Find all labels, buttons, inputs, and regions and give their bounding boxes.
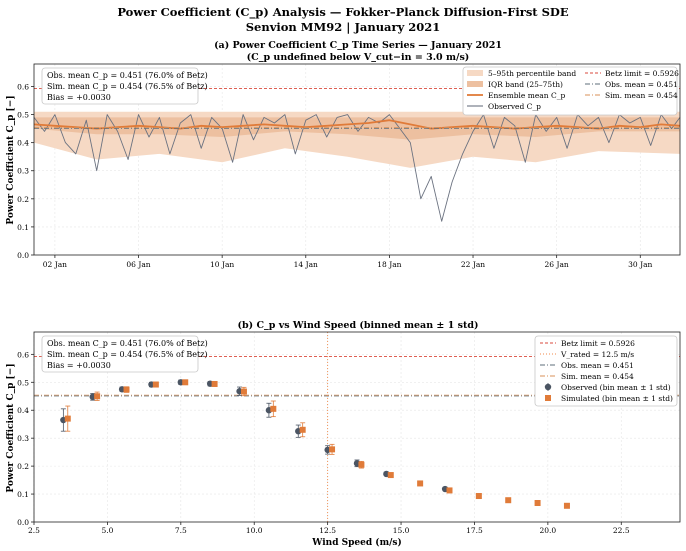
panel-a-ylabel: Power Coefficient C_p [−] xyxy=(6,95,16,224)
panel-a-legend: 5–95th percentile band IQR band (25–75th… xyxy=(462,66,679,116)
simulated-point xyxy=(505,497,512,504)
panel-b-stats-line2: Sim. mean C_p = 0.454 (76.5% of Betz) xyxy=(47,350,208,359)
panel-a-frame xyxy=(33,63,681,256)
legend-b-label-observed: Observed (bin mean ± 1 std) xyxy=(561,383,671,392)
panel-b-ytick-label: 0.0 xyxy=(17,518,29,527)
panel-a-ytick-label: 0.0 xyxy=(17,251,29,260)
legend-b-label-obs-mean: Obs. mean = 0.451 xyxy=(561,361,634,370)
simulated-point xyxy=(329,446,336,453)
panel-a: 0.0 0.1 0.2 0.3 0.4 0.5 0.6 02 Jan 06 Jan 10 Jan 1… xyxy=(6,63,681,269)
simulated-point xyxy=(240,388,247,395)
panel-a-ytick-label: 0.3 xyxy=(17,167,29,176)
panel-a-xtick-label: 14 Jan xyxy=(294,260,318,269)
observed-cp-line xyxy=(33,114,681,222)
panel-b-xtick-label: 2.5 xyxy=(28,526,40,535)
legend-label-band-outer: 5–95th percentile band xyxy=(488,69,576,78)
legend-swatch-band-inner xyxy=(467,81,483,87)
simulated-point xyxy=(534,500,541,506)
simulated-point xyxy=(563,502,570,509)
panel-a-stats-line2: Sim. mean C_p = 0.454 (76.5% of Betz) xyxy=(47,82,208,91)
legend-b-label-simulated: Simulated (bin mean ± 1 std) xyxy=(561,394,673,403)
panel-b-xtick-label: 17.5 xyxy=(466,526,483,535)
panel-a-stats-line1: Obs. mean C_p = 0.451 (76.0% of Betz) xyxy=(47,71,208,80)
panel-b: 0.0 0.1 0.2 0.3 0.4 0.5 0.6 2.5 5.0 7.5 10.0 12.5 15… xyxy=(6,331,681,548)
panel-b-xlabel: Wind Speed (m/s) xyxy=(311,537,401,548)
panel-b-xtick-label: 22.5 xyxy=(613,526,630,535)
panel-b-stats-line3: Bias = +0.0030 xyxy=(47,361,111,370)
panel-a-xtick-label: 22 Jan xyxy=(461,260,485,269)
panel-b-ytick-label: 0.2 xyxy=(17,462,29,471)
legend-label-sim-mean: Sim. mean = 0.454 xyxy=(605,91,678,100)
panel-b-ytick-label: 0.6 xyxy=(17,350,29,359)
panel-a-ytick-label: 0.1 xyxy=(17,223,29,232)
panel-b-xtick-label: 20.0 xyxy=(540,526,557,535)
panel-b-title: (b) C_p vs Wind Speed (binned mean ± 1 s… xyxy=(238,320,479,331)
simulated-point xyxy=(211,380,218,387)
legend-b-label-betz: Betz limit = 0.5926 xyxy=(561,339,635,348)
legend-swatch-band-outer xyxy=(467,70,483,76)
panel-b-xtick-label: 10.0 xyxy=(246,526,263,535)
legend-label-obs-mean: Obs. mean = 0.451 xyxy=(605,80,678,89)
panel-b-points xyxy=(60,379,570,509)
panel-a-title-line2: (C_p undefined below V_cut−in = 3.0 m/s) xyxy=(247,52,470,63)
panel-b-ytick-label: 0.4 xyxy=(17,406,29,415)
panel-a-ytick-label: 0.4 xyxy=(17,139,29,148)
panel-a-xtick-label: 18 Jan xyxy=(377,260,401,269)
simulated-point xyxy=(123,386,130,393)
panel-a-xtick-label: 06 Jan xyxy=(126,260,150,269)
legend-b-label-sim-mean: Sim. mean = 0.454 xyxy=(561,372,634,381)
panel-b-xtick-label: 5.0 xyxy=(101,526,113,535)
panel-b-frame xyxy=(33,331,681,523)
simulated-point xyxy=(475,493,482,500)
panel-b-ticks: 0.0 0.1 0.2 0.3 0.4 0.5 0.6 2.5 5.0 7.5 10.0 12.5 15… xyxy=(17,350,630,535)
figure-title-line2: Senvion MM92 | January 2021 xyxy=(246,20,441,34)
panel-a-stats-line3: Bias = +0.0030 xyxy=(47,93,111,102)
simulated-point xyxy=(299,426,306,433)
panel-b-ytick-label: 0.1 xyxy=(17,490,29,499)
panel-b-stats-box: Obs. mean C_p = 0.451 (76.0% of Betz) Si… xyxy=(41,335,208,373)
simulated-point xyxy=(417,480,424,487)
panel-a-ytick-label: 0.6 xyxy=(17,82,29,91)
panel-b-stats-line1: Obs. mean C_p = 0.451 (76.0% of Betz) xyxy=(47,339,208,348)
simulated-point xyxy=(94,393,101,400)
legend-b-swatch-simulated xyxy=(545,395,551,401)
panel-b-xtick-label: 12.5 xyxy=(319,526,336,535)
panel-a-ticks: 0.0 0.1 0.2 0.3 0.4 0.5 0.6 02 Jan 06 Jan 10 Jan 1… xyxy=(17,82,652,269)
legend-label-band-inner: IQR band (25–75th) xyxy=(488,80,563,89)
panel-a-xtick-label: 02 Jan xyxy=(43,260,67,269)
simulated-point xyxy=(152,381,159,388)
legend-label-betz: Betz limit = 0.5926 xyxy=(605,69,679,78)
panel-b-xtick-label: 7.5 xyxy=(175,526,187,535)
panel-b-ytick-label: 0.3 xyxy=(17,434,29,443)
panel-a-xtick-label: 30 Jan xyxy=(628,260,652,269)
panel-a-ytick-label: 0.2 xyxy=(17,195,29,204)
panel-b-ytick-label: 0.5 xyxy=(17,378,29,387)
simulated-point xyxy=(182,379,189,386)
ensemble-mean-line xyxy=(33,119,681,130)
figure-title-line1: Power Coefficient (C_p) Analysis — Fokke… xyxy=(117,5,569,20)
panel-a-xtick-label: 10 Jan xyxy=(210,260,234,269)
legend-b-label-vrated: V_rated = 12.5 m/s xyxy=(560,350,634,359)
simulated-point xyxy=(358,461,365,468)
panel-a-title-line1: (a) Power Coefficient C_p Time Series — … xyxy=(214,40,502,51)
panel-b-legend: Betz limit = 0.5926 V_rated = 12.5 m/s O… xyxy=(534,335,678,407)
simulated-point xyxy=(446,487,453,494)
simulated-point xyxy=(270,405,277,412)
simulated-point xyxy=(64,415,71,422)
legend-label-ensemble-mean: Ensemble mean C_p xyxy=(488,91,565,100)
panel-a-xtick-label: 26 Jan xyxy=(545,260,569,269)
panel-b-ylabel: Power Coefficient C_p [−] xyxy=(6,363,16,492)
panel-a-stats-box: Obs. mean C_p = 0.451 (76.0% of Betz) Si… xyxy=(41,67,208,105)
simulated-point xyxy=(387,472,394,479)
panel-b-xtick-label: 15.0 xyxy=(393,526,410,535)
legend-label-observed: Observed C_p xyxy=(488,102,541,111)
panel-a-ytick-label: 0.5 xyxy=(17,111,29,120)
